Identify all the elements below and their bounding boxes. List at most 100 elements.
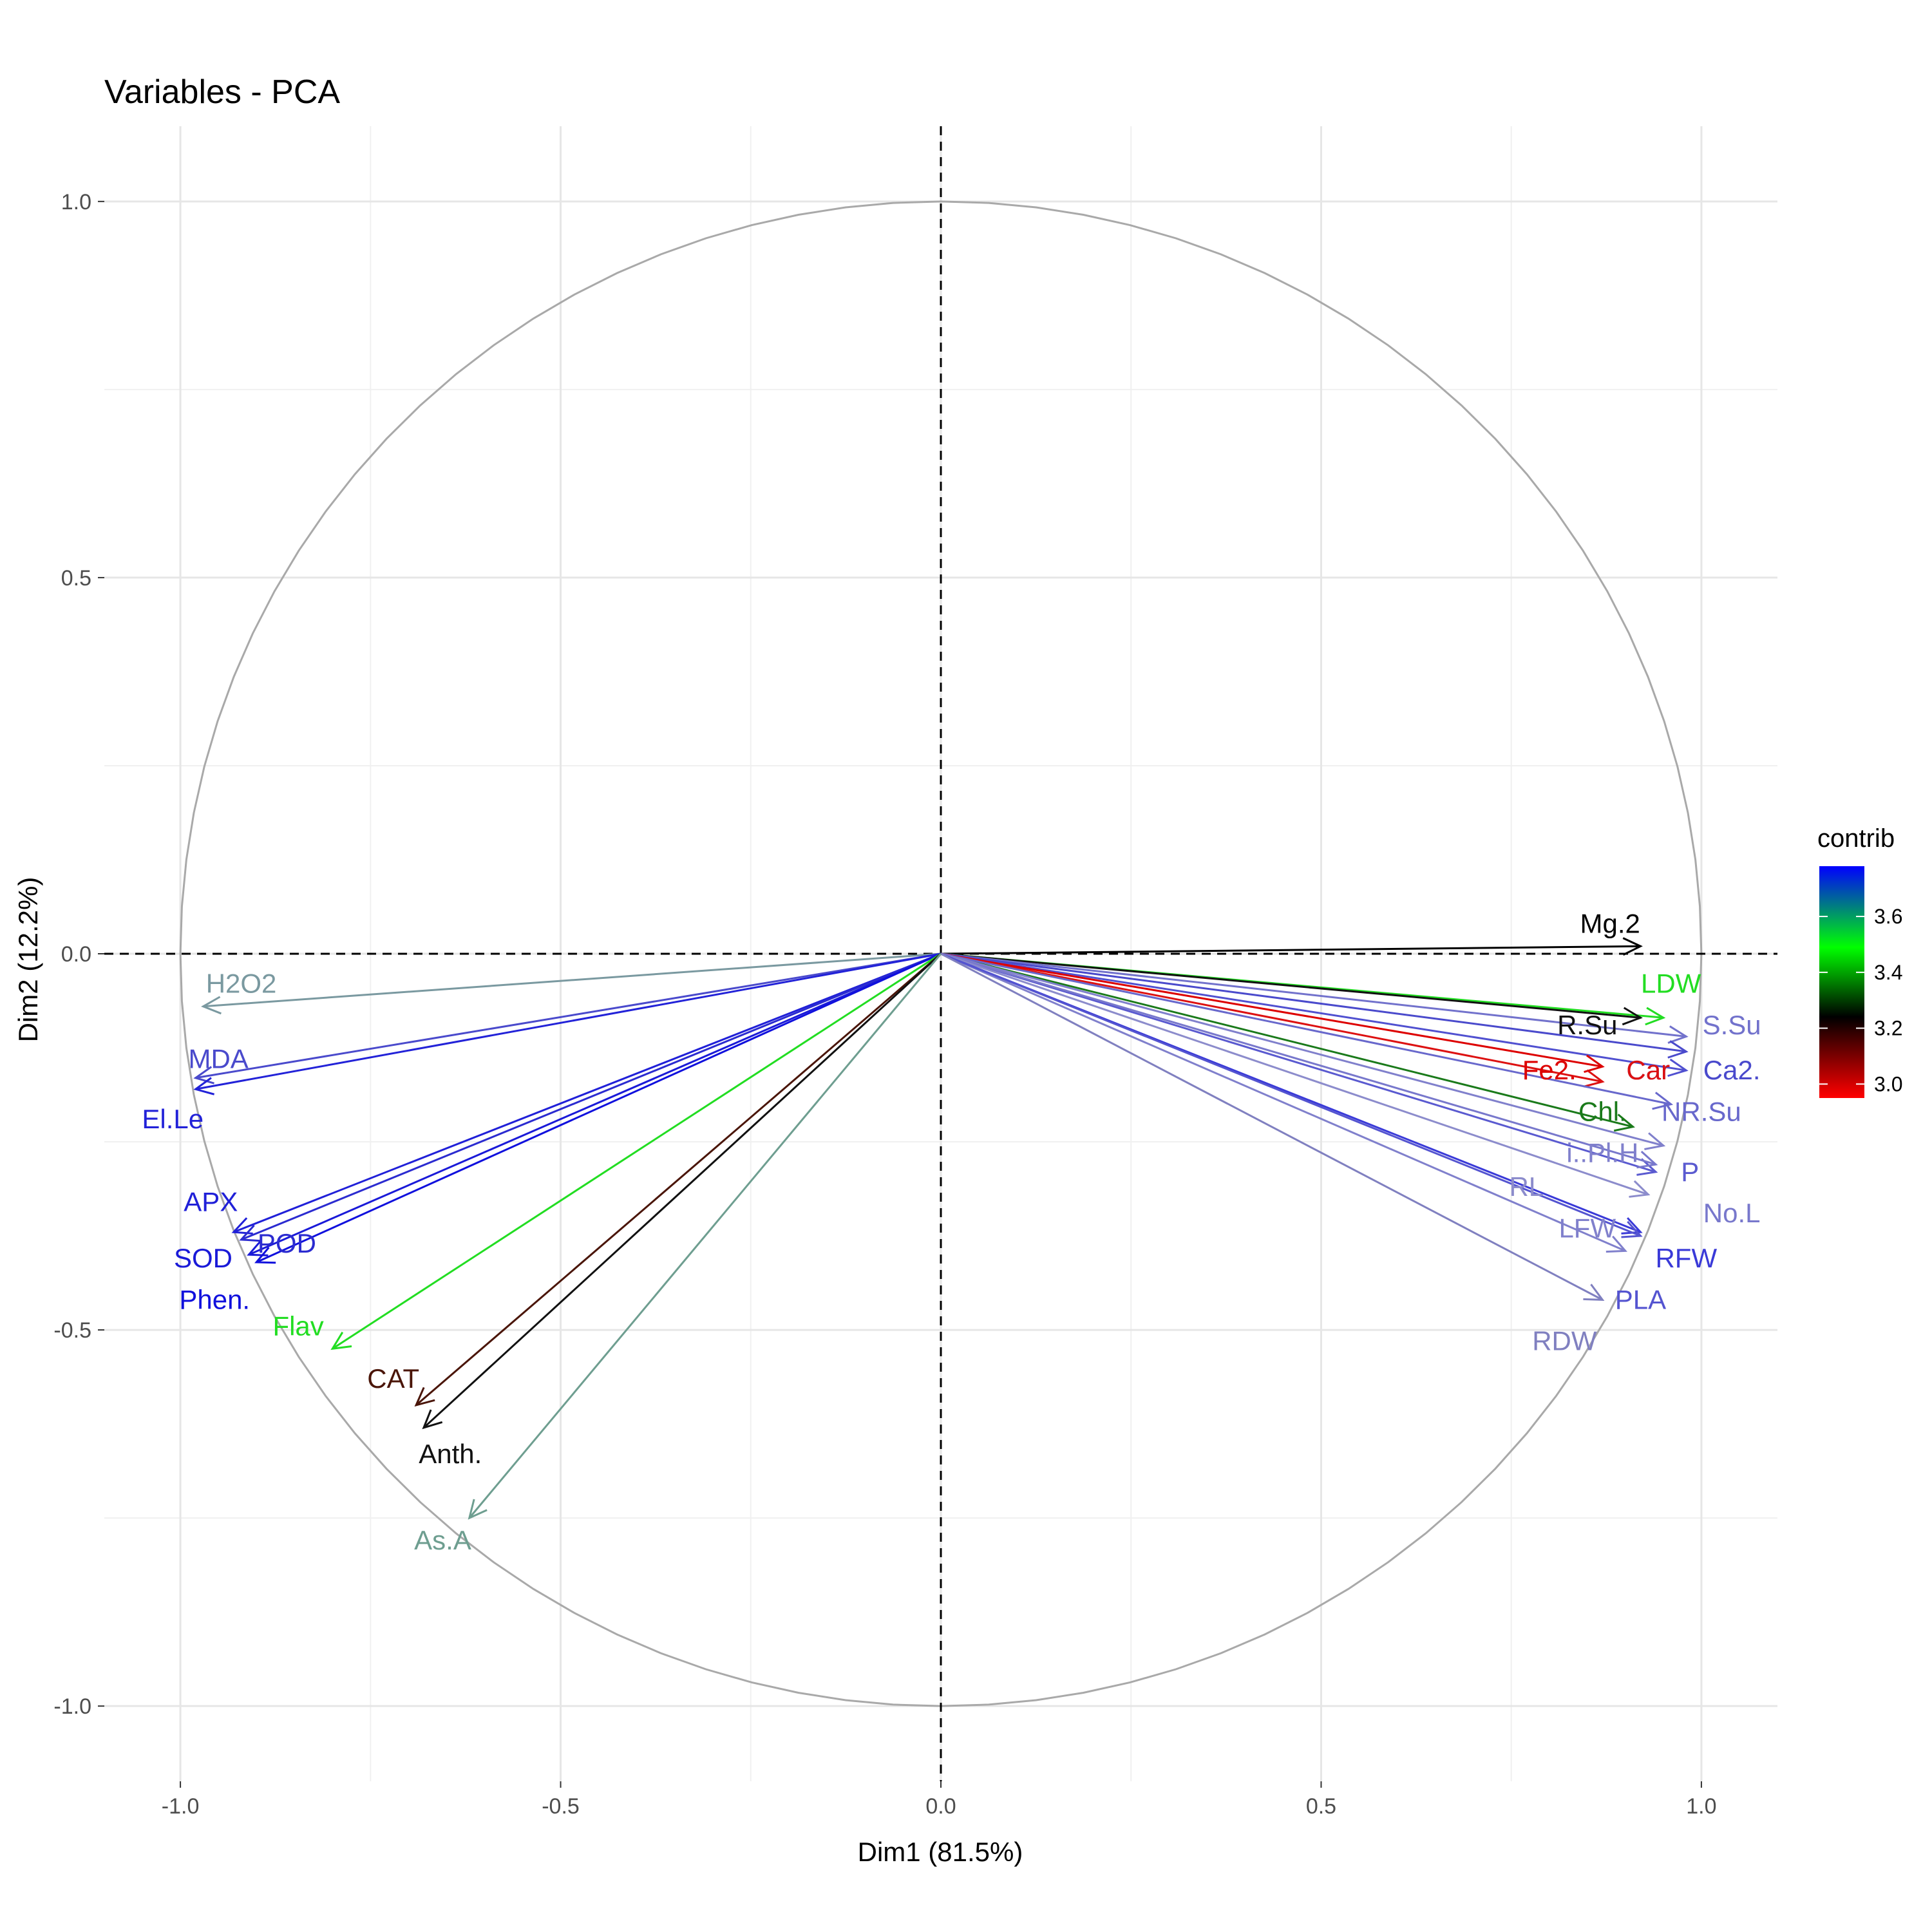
arrow-i-pl-h <box>940 952 1666 1151</box>
arrow-shaft <box>940 952 1641 1237</box>
legend-tick-label: 3.6 <box>1874 905 1902 928</box>
arrow-head <box>1584 1054 1605 1073</box>
arrow-shaft <box>940 952 1664 1147</box>
arrow-shaft <box>940 952 1687 1072</box>
legend: contrib 3.0 3.2 3.4 3.6 <box>1817 824 1902 1098</box>
variable-label: Flav <box>272 1311 323 1341</box>
legend-title: contrib <box>1817 824 1895 853</box>
arrow-as-a <box>468 953 942 1520</box>
arrow-head <box>1645 1007 1666 1026</box>
variable-label: Phen. <box>179 1284 250 1314</box>
variable-label: SOD <box>174 1243 232 1273</box>
arrow-shaft <box>422 952 942 1429</box>
arrow-shaft <box>248 952 942 1256</box>
arrow-head <box>1667 1025 1689 1044</box>
legend-tick-label: 3.4 <box>1874 961 1902 984</box>
arrow-chl- <box>940 952 1635 1132</box>
arrow-shaft <box>332 952 942 1350</box>
arrow-shaft <box>195 952 942 1090</box>
arrow-phen- <box>254 952 942 1264</box>
arrow-shaft <box>195 952 942 1079</box>
arrow-head <box>330 1331 352 1350</box>
variable-label: RL <box>1509 1171 1544 1202</box>
variable-label: RFW <box>1655 1243 1717 1273</box>
arrow-cat <box>414 952 942 1407</box>
variable-label: CAT <box>367 1363 419 1394</box>
arrow-head <box>422 1409 443 1430</box>
variable-label: MDA <box>188 1044 248 1074</box>
arrow-shaft <box>940 952 1604 1301</box>
legend-colorbar <box>1819 866 1864 1098</box>
arrow-shaft <box>468 953 942 1519</box>
arrow-p <box>940 952 1658 1176</box>
legend-tick-label: 3.2 <box>1874 1017 1902 1040</box>
arrow-head <box>1667 1040 1689 1059</box>
arrow-h2o2 <box>201 952 942 1015</box>
arrow-head <box>193 1077 215 1095</box>
arrow-shaft <box>240 952 942 1241</box>
variable-label: APX <box>184 1187 238 1217</box>
variable-label: R.Su <box>1557 1010 1617 1040</box>
legend-tick-label: 3.0 <box>1874 1072 1902 1095</box>
variable-label: RDW <box>1532 1326 1597 1356</box>
variable-label: No.L <box>1703 1198 1761 1228</box>
variable-label: S.Su <box>1703 1010 1761 1040</box>
arrow-shaft <box>940 952 1626 1252</box>
y-tick-label: 1.0 <box>61 190 91 214</box>
variable-label: As.A <box>414 1525 471 1555</box>
arrow-nr-su <box>940 952 1674 1110</box>
variable-label: POD <box>258 1228 316 1258</box>
x-tick-label: 0.0 <box>925 1794 956 1819</box>
arrow-car <box>940 952 1689 1077</box>
unit-circle-layer <box>179 200 1703 1707</box>
arrow-shaft <box>940 952 1687 1037</box>
variable-label: Chl. <box>1578 1096 1627 1126</box>
variable-label: Mg.2 <box>1580 908 1640 938</box>
arrow-sod <box>247 952 942 1256</box>
arrow-shaft <box>940 952 1603 1083</box>
arrow-head <box>414 1387 435 1407</box>
arrow-shaft <box>940 952 1671 1106</box>
variable-label: Anth. <box>419 1439 482 1469</box>
arrow-head <box>1644 1132 1666 1151</box>
variable-label: LFW <box>1558 1213 1616 1243</box>
arrow-head <box>1629 1180 1651 1198</box>
correlation-circle <box>179 200 1703 1707</box>
arrow-mda <box>193 952 942 1084</box>
variable-label: PLA <box>1615 1284 1666 1314</box>
arrow-flav <box>330 952 942 1350</box>
arrow-head <box>1605 1235 1627 1253</box>
y-axis-title: Dim2 (12.2%) <box>13 877 43 1043</box>
variable-label: Fe2. <box>1522 1055 1577 1085</box>
y-tick-label: 0.0 <box>61 942 91 967</box>
y-tick-label: -0.5 <box>53 1318 91 1343</box>
variable-label: P <box>1681 1157 1699 1187</box>
x-tick-label: -0.5 <box>542 1794 580 1819</box>
arrow-fe2- <box>940 952 1605 1073</box>
arrow-shaft <box>940 945 1641 955</box>
x-tick-label: -1.0 <box>162 1794 200 1819</box>
arrow-head <box>201 996 222 1015</box>
arrow-head <box>1583 1283 1605 1301</box>
arrow-head <box>1584 1069 1605 1088</box>
arrow-no-l <box>940 952 1658 1169</box>
x-tick-label: 0.5 <box>1306 1794 1336 1819</box>
arrow-shaft <box>940 952 1641 1019</box>
y-axis-ticks: -1.0 -0.5 0.0 0.5 1.0 <box>53 190 104 1719</box>
variable-label: H2O2 <box>206 969 277 999</box>
arrow-head <box>254 1247 276 1264</box>
x-tick-label: 1.0 <box>1686 1794 1716 1819</box>
arrow-shaft <box>940 952 1633 1128</box>
arrow-car <box>940 952 1605 1088</box>
variable-arrows <box>193 937 1689 1520</box>
arrow-rdw <box>940 952 1605 1301</box>
chart-title: Variables - PCA <box>104 73 340 111</box>
variable-label: Ca2. <box>1703 1055 1761 1085</box>
arrow-shaft <box>940 952 1649 1196</box>
y-tick-label: 0.5 <box>61 566 91 591</box>
arrow-head <box>1636 1150 1658 1169</box>
arrow-head <box>193 1066 214 1084</box>
arrow-head <box>1636 1158 1658 1176</box>
